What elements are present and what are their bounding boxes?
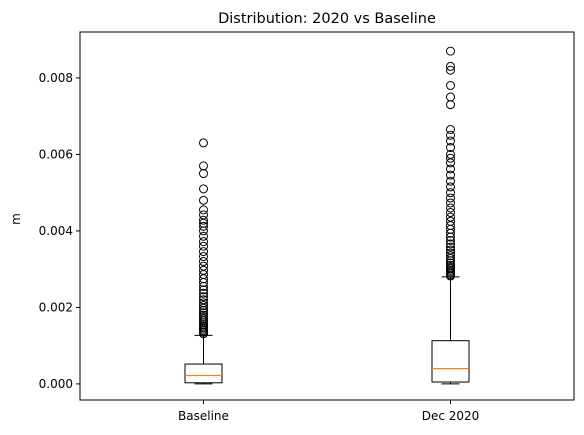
outlier-point [446, 208, 455, 218]
x-tick-label: Baseline [178, 409, 229, 423]
outlier-point [199, 161, 208, 171]
outlier-point [446, 81, 455, 91]
outlier-point [199, 308, 208, 318]
outlier-point [199, 257, 208, 267]
outlier-point [446, 216, 455, 226]
outlier-point [446, 258, 455, 268]
outlier-point [446, 198, 455, 208]
outlier-point [446, 193, 455, 203]
plot-area: 0.000 0.002 0.004 0.006 0.008 Baseline Dec 202… [39, 46, 480, 423]
outlier-point [199, 195, 208, 205]
outlier-point [446, 65, 455, 75]
outlier-point [446, 235, 455, 245]
outlier-point [446, 164, 455, 174]
box-iqr [431, 340, 470, 383]
outlier-point [199, 237, 208, 247]
outlier-point [446, 149, 455, 159]
outlier-point [446, 170, 455, 180]
outlier-point [446, 260, 455, 270]
outlier-point [446, 143, 455, 153]
outlier-point [446, 212, 455, 222]
x-tick-label: Dec 2020 [422, 409, 480, 423]
outlier-point [446, 125, 455, 135]
outlier-point [446, 242, 455, 252]
y-axis-label: m [9, 213, 23, 225]
outlier-point [199, 210, 208, 220]
outlier-point [199, 184, 208, 194]
outlier-point [446, 153, 455, 163]
outlier-point [199, 301, 208, 311]
outlier-point [446, 203, 455, 213]
outlier-point [446, 182, 455, 192]
y-tick-label: 0.006 [39, 147, 73, 161]
outlier-point [446, 92, 455, 102]
outlier-point [446, 130, 455, 140]
y-tick-label: 0.008 [39, 71, 73, 85]
outlier-point [199, 295, 208, 305]
outlier-point [446, 251, 455, 261]
outlier-point [446, 239, 455, 249]
y-tick-label: 0.002 [39, 300, 73, 314]
outlier-point [199, 215, 208, 225]
outlier-point [199, 247, 208, 257]
outlier-point [446, 188, 455, 198]
box-iqr [184, 363, 223, 384]
y-tick-label: 0.000 [39, 377, 73, 391]
outlier-point [199, 310, 208, 320]
outlier-point [446, 61, 455, 71]
outlier-point [199, 241, 208, 251]
outlier-point [446, 245, 455, 255]
outlier-point [446, 176, 455, 186]
outlier-point [199, 292, 208, 302]
outlier-point [199, 221, 208, 231]
outlier-point [446, 46, 455, 56]
outlier-point [199, 265, 208, 275]
outlier-point [446, 136, 455, 146]
outlier-point [199, 252, 208, 262]
outlier-point [199, 205, 208, 215]
outlier-point [199, 298, 208, 308]
outlier-point [199, 261, 208, 271]
outlier-point [199, 285, 208, 295]
outlier-point [199, 288, 208, 298]
axes-frame [79, 31, 575, 401]
chart-title: Distribution: 2020 vs Baseline [218, 11, 436, 27]
y-tick-label: 0.004 [39, 224, 73, 238]
outlier-point [199, 231, 208, 241]
outlier-point [446, 248, 455, 258]
outlier-point [199, 138, 208, 148]
